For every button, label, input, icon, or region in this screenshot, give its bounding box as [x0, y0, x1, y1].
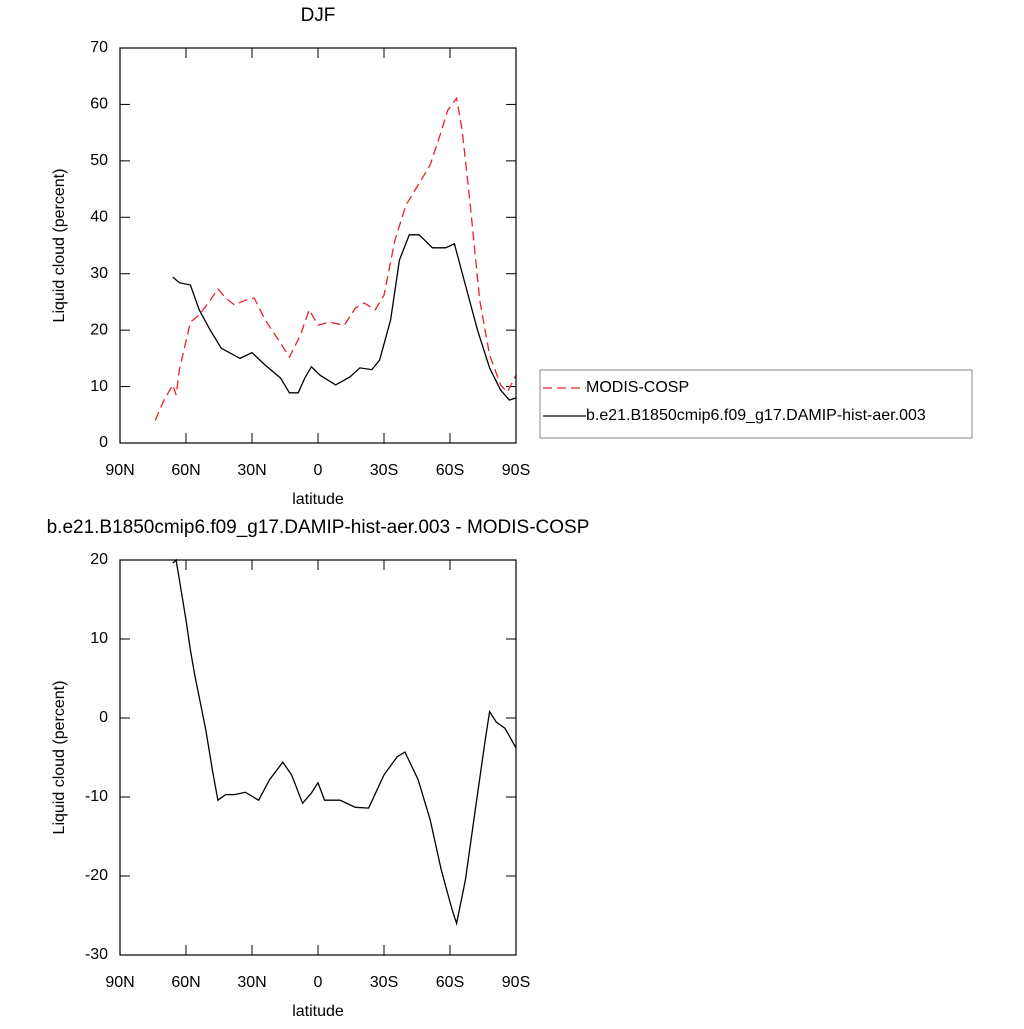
data-line: [172, 558, 517, 926]
legend-label: b.e21.B1850cmip6.f09_g17.DAMIP-hist-aer.…: [586, 407, 926, 424]
x-tick-label: 60S: [436, 462, 464, 479]
y-tick-label: 70: [90, 39, 108, 56]
x-tick-label: 90S: [502, 462, 530, 479]
y-tick-label: 30: [90, 265, 108, 282]
x-tick-label: 90N: [105, 974, 134, 991]
legend-box: [539, 369, 973, 439]
y-axis-label: Liquid cloud (percent): [51, 169, 68, 323]
y-tick-label: 40: [90, 209, 108, 226]
x-tick-label: 30S: [370, 974, 398, 991]
y-tick-label: 20: [90, 551, 108, 568]
x-axis-label: latitude: [292, 1003, 344, 1020]
x-axis-label: latitude: [292, 491, 344, 508]
y-tick-label: 10: [90, 378, 108, 395]
y-tick-label: -20: [85, 867, 108, 884]
x-tick-label: 0: [314, 462, 323, 479]
y-tick-label: 60: [90, 96, 108, 113]
x-tick-label: 30S: [370, 462, 398, 479]
plot-frame: [119, 47, 517, 444]
y-tick-label: -30: [85, 946, 108, 963]
legend-label: MODIS-COSP: [586, 379, 689, 396]
x-tick-label: 0: [314, 974, 323, 991]
y-tick-label: 50: [90, 152, 108, 169]
x-tick-label: 90N: [105, 462, 134, 479]
data-line: [172, 234, 517, 401]
x-tick-label: 60N: [171, 462, 200, 479]
y-axis-label: Liquid cloud (percent): [51, 681, 68, 835]
x-tick-label: 30N: [237, 462, 266, 479]
chart-title: DJF: [301, 5, 336, 26]
x-tick-label: 60N: [171, 974, 200, 991]
data-line: [154, 96, 517, 421]
x-tick-label: 60S: [436, 974, 464, 991]
y-tick-label: 0: [99, 434, 108, 451]
y-tick-label: 0: [99, 709, 108, 726]
y-tick-label: 20: [90, 321, 108, 338]
x-tick-label: 30N: [237, 974, 266, 991]
x-tick-label: 90S: [502, 974, 530, 991]
y-tick-label: -10: [85, 788, 108, 805]
chart-title: b.e21.B1850cmip6.f09_g17.DAMIP-hist-aer.…: [47, 517, 590, 538]
y-tick-label: 10: [90, 630, 108, 647]
plot-frame: [119, 559, 517, 956]
